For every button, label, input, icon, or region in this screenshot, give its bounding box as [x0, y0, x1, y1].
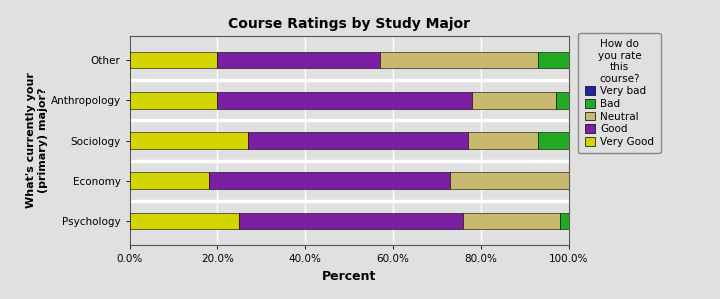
Bar [472, 92, 556, 109]
Title: Course Ratings by Study Major: Course Ratings by Study Major [228, 16, 470, 30]
Bar [560, 213, 569, 230]
Bar [130, 172, 209, 189]
Bar [217, 92, 472, 109]
Bar [248, 132, 468, 149]
Bar [380, 51, 538, 68]
Bar [217, 51, 380, 68]
Bar [130, 92, 217, 109]
Bar [556, 92, 569, 109]
Bar [130, 132, 248, 149]
Legend: Very bad, Bad, Neutral, Good, Very Good: Very bad, Bad, Neutral, Good, Very Good [578, 33, 660, 153]
Y-axis label: What's currently your
(primary) major?: What's currently your (primary) major? [26, 73, 48, 208]
Bar [538, 132, 569, 149]
Bar [130, 213, 239, 230]
Bar [239, 213, 464, 230]
Bar [464, 213, 560, 230]
Bar [468, 132, 538, 149]
Bar [209, 172, 450, 189]
X-axis label: Percent: Percent [322, 270, 377, 283]
Bar [450, 172, 569, 189]
Bar [538, 51, 569, 68]
Bar [130, 51, 217, 68]
